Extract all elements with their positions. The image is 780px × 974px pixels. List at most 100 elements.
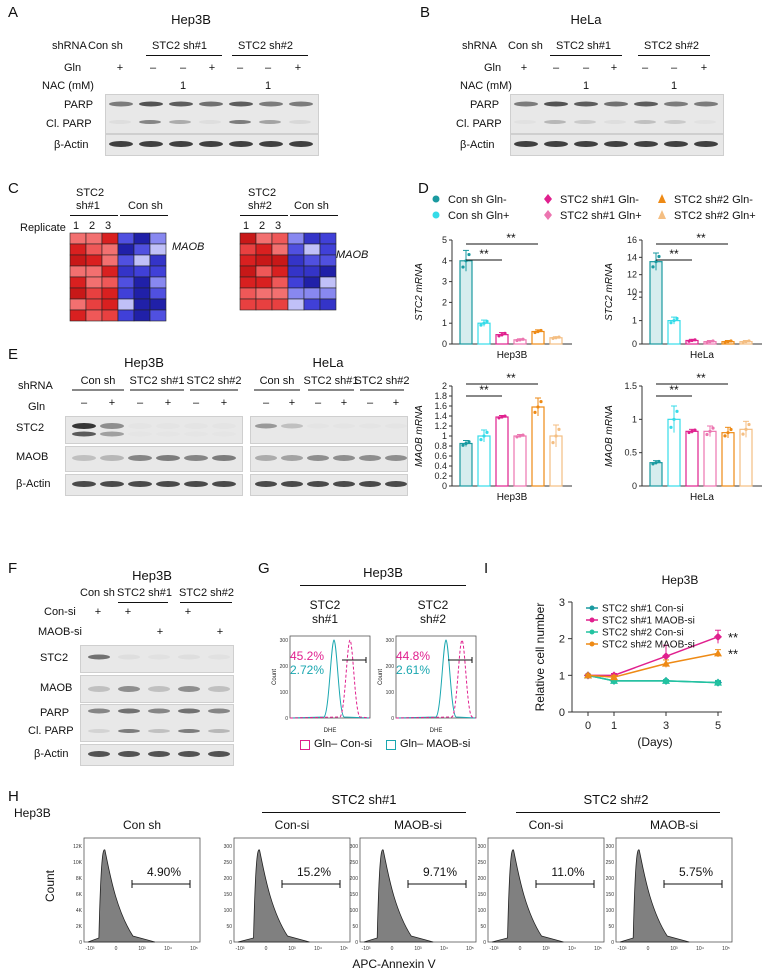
data-point — [672, 319, 676, 323]
row-label-shrna: shRNA — [52, 40, 87, 52]
group-underline — [550, 55, 622, 56]
data-point — [729, 427, 733, 432]
heatmap-cell — [85, 287, 103, 300]
tick-label: -10³ — [236, 946, 245, 952]
nac-value: 1 — [582, 80, 590, 92]
legend-swatch — [386, 740, 396, 750]
heatmap-cell — [239, 243, 257, 256]
consi-mark: + — [124, 606, 132, 618]
tick-label: 300 — [606, 844, 615, 850]
blot-band — [359, 424, 381, 429]
gln-mark: – — [641, 62, 649, 74]
tick-label: 250 — [350, 860, 359, 866]
tick-label: 0 — [391, 716, 394, 722]
heatmap-cell — [271, 243, 289, 256]
blot-band — [212, 481, 236, 487]
data-point — [651, 462, 655, 466]
gln-mark: + — [294, 62, 302, 74]
bar — [703, 430, 717, 487]
legend-label: Con sh Gln+ — [448, 210, 509, 222]
heatmap-cell — [85, 232, 103, 245]
gln-mark: – — [149, 62, 157, 74]
western-blot — [80, 675, 234, 703]
y-axis-label: STC2 mRNA — [604, 263, 615, 321]
blot-band — [199, 120, 221, 124]
western-blot — [80, 645, 234, 673]
group-label: STC2 sh#1 — [129, 375, 184, 387]
heatmap-cell — [133, 254, 151, 267]
blot-band — [128, 432, 152, 437]
data-point — [479, 438, 483, 442]
group-label: sh#2 — [248, 200, 272, 212]
gln-mark: – — [81, 397, 88, 409]
tick-label: -10³ — [86, 946, 95, 952]
gln-mark: – — [315, 397, 322, 409]
blot-band — [208, 708, 230, 714]
blot-band — [634, 141, 658, 147]
tick-label: 10³ — [670, 946, 678, 952]
replicate-number: 2 — [88, 220, 96, 232]
nac-value: 1 — [670, 80, 678, 92]
tick-label: 250 — [224, 860, 233, 866]
heatmap-cell — [287, 243, 305, 256]
heatmap-cell — [287, 254, 305, 267]
data-point — [654, 260, 658, 264]
data-point — [690, 338, 694, 343]
group-label: STC2 — [76, 187, 105, 199]
blot-band — [208, 751, 230, 757]
heatmap-cell — [255, 287, 273, 300]
heatmap-cell — [255, 265, 273, 278]
legend-marker — [589, 617, 595, 623]
data-point — [557, 335, 561, 339]
blot-band — [514, 101, 538, 107]
data-point — [675, 409, 679, 413]
heatmap-cell — [255, 276, 273, 289]
heatmap-cell — [239, 276, 257, 289]
histogram-fill — [363, 849, 434, 943]
blot-band — [333, 424, 355, 429]
gln-mark: – — [552, 62, 560, 74]
row-label-maobsi: MAOB-si — [38, 626, 82, 638]
western-blot — [105, 94, 319, 134]
x-axis-label: APC-Annexin V — [352, 957, 435, 971]
histogram-title: Con-si — [529, 818, 564, 832]
data-point — [482, 434, 486, 438]
western-blot — [250, 416, 408, 444]
data-point — [708, 429, 712, 433]
heatmap-cell — [271, 254, 289, 267]
blot-band — [128, 455, 152, 461]
title-underline — [300, 585, 466, 586]
blot-label: β-Actin — [34, 748, 69, 760]
blot-band — [229, 120, 251, 124]
data-point — [747, 422, 751, 427]
group-underline — [240, 215, 288, 216]
heatmap-cell — [255, 232, 273, 245]
significance-label: ** — [728, 646, 738, 661]
heatmap-cell — [239, 265, 257, 278]
gene-label: MAOB — [336, 249, 369, 261]
histogram-fill — [491, 849, 564, 943]
axis-label: Count — [272, 669, 278, 685]
tick-label: 10⁴ — [440, 946, 448, 952]
blot-band — [72, 431, 96, 437]
heatmap-cell — [239, 254, 257, 267]
tick-label: 2 — [559, 634, 565, 646]
blot-band — [694, 101, 718, 107]
histogram-fill — [237, 849, 310, 943]
data-point — [461, 443, 465, 447]
blot-band — [544, 141, 568, 147]
blot-label: PARP — [470, 99, 500, 111]
significance-label: ** — [506, 371, 516, 385]
histogram-title: STC2 — [309, 598, 341, 612]
blot-band — [178, 686, 200, 692]
heatmap-cell — [101, 287, 119, 300]
data-point — [464, 441, 468, 446]
heatmap-cell — [69, 298, 87, 311]
blot-band — [544, 120, 566, 124]
y-axis-label: STC2 mRNA — [414, 263, 425, 321]
blot-band — [333, 481, 355, 487]
legend-marker — [432, 211, 440, 219]
western-blot — [250, 446, 408, 472]
tick-label: 50 — [480, 924, 486, 930]
